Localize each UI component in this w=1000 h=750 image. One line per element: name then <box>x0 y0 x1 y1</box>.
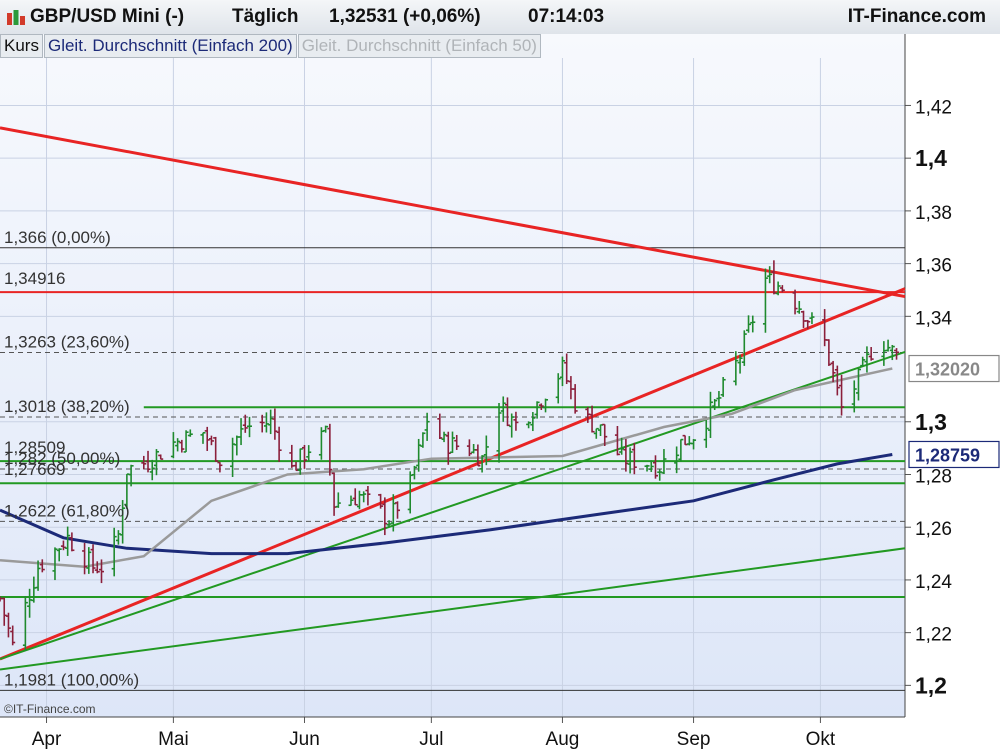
value-tag-box <box>908 440 1000 469</box>
legend-bar: Kurs Gleit. Durchschnitt (Einfach 200) Gle… <box>0 34 542 58</box>
price-chart[interactable]: 1,42 1,4 1,38 1,36 1,34 1,3 1,28 1,26 1,24 1,22 1,… <box>0 34 1000 750</box>
chart-header: GBP/USD Mini (-) Täglich 1,32531 (+0,06%… <box>0 0 1000 35</box>
legend-sma50[interactable]: Gleit. Durchschnitt (Einfach 50) <box>297 34 541 58</box>
chart-logo-icon <box>7 10 25 25</box>
y-tick-label: 1,24 <box>915 572 952 593</box>
x-tick-label: Sep <box>677 729 711 750</box>
fib-level-label: 1,282 (50,00%) <box>4 449 120 468</box>
y-tick-label: 1,22 <box>915 625 952 646</box>
trendline <box>0 350 906 660</box>
level-label: 1,28509 <box>4 438 65 457</box>
trendline <box>0 126 906 299</box>
x-tick-label: Aug <box>546 729 580 750</box>
y-tick-label: 1,3 <box>915 409 947 435</box>
y-tick-label: 1,38 <box>915 203 952 224</box>
plot-background <box>0 34 905 717</box>
y-tick-label: 1,26 <box>915 519 952 540</box>
value-tag-box <box>908 354 1000 383</box>
level-label: 1,34916 <box>4 269 65 288</box>
x-tick-label: Okt <box>806 729 836 750</box>
fib-level-label: 1,366 (0,00%) <box>4 228 111 247</box>
x-tick-label: Apr <box>32 729 62 750</box>
fib-level-label: 1,1981 (100,00%) <box>4 670 139 689</box>
x-axis-background <box>0 717 905 750</box>
y-tick-label: 1,36 <box>915 256 952 277</box>
moving-average-line <box>0 367 893 568</box>
axis-background <box>905 34 1000 750</box>
value-tag-label: 1,28759 <box>915 445 980 465</box>
trendline <box>0 287 906 661</box>
period-label: Täglich <box>232 6 299 27</box>
y-tick-label: 1,4 <box>915 145 947 171</box>
legend-sma200[interactable]: Gleit. Durchschnitt (Einfach 200) <box>43 34 297 58</box>
copyright-text: ©IT-Finance.com <box>4 702 96 716</box>
fib-level-label: 1,2622 (61,80%) <box>4 501 130 520</box>
x-tick-label: Mai <box>158 729 189 750</box>
legend-kurs[interactable]: Kurs <box>0 34 43 58</box>
x-tick-label: Jun <box>289 729 320 750</box>
y-tick-label: 1,28 <box>915 466 952 487</box>
timestamp: 07:14:03 <box>528 6 605 27</box>
x-tick-label: Jul <box>419 729 443 750</box>
y-tick-label: 1,34 <box>915 308 952 329</box>
symbol-title: GBP/USD Mini (-) <box>30 6 185 27</box>
trendline <box>0 547 906 671</box>
fib-level-label: 1,3263 (23,60%) <box>4 332 130 351</box>
moving-average-line <box>0 453 893 556</box>
y-tick-label: 1,42 <box>915 97 952 118</box>
fib-level-label: 1,3018 (38,20%) <box>4 397 130 416</box>
level-label: 1,27669 <box>4 460 65 479</box>
brand-name: IT-Finance.com <box>847 6 986 27</box>
y-tick-label: 1,2 <box>915 672 947 698</box>
value-tag-label: 1,32020 <box>915 360 980 380</box>
price-change: 1,32531 (+0,06%) <box>329 6 481 27</box>
